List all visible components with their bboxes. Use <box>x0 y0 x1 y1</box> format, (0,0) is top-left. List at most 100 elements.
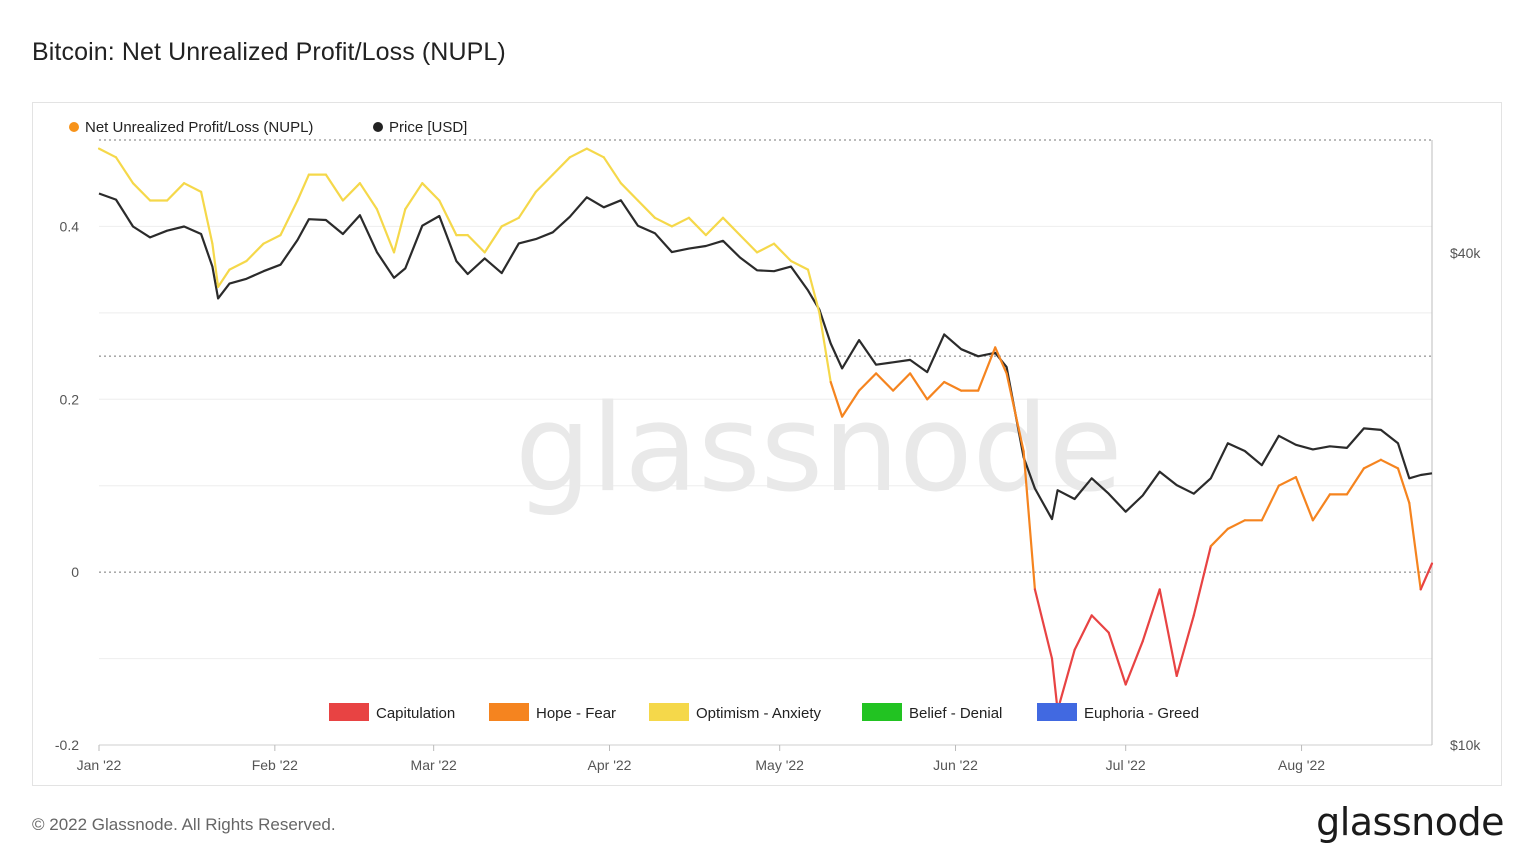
nupl-series-segment <box>483 225 503 254</box>
zone-legend-label: Euphoria - Greed <box>1084 705 1199 722</box>
legend-layer: Net Unrealized Profit/Loss (NUPL) Price [… <box>69 119 1199 722</box>
nupl-series-segment <box>1408 501 1422 591</box>
nupl-series-segment <box>874 372 895 392</box>
nupl-series-segment <box>517 190 537 219</box>
glassnode-logo: glassnode <box>1316 800 1504 844</box>
legend-dot <box>69 122 79 132</box>
nupl-series-segment <box>687 216 708 237</box>
nupl-series-segment <box>568 147 588 159</box>
x-tick-label: Jan '22 <box>77 757 122 773</box>
zone-legend-swatch <box>649 703 689 721</box>
y-right-tick-label: $40k <box>1450 245 1481 261</box>
nupl-series-segment <box>1260 484 1280 522</box>
nupl-series-segment <box>404 182 424 211</box>
nupl-series-segment <box>1005 372 1025 453</box>
nupl-series-segment <box>217 268 231 288</box>
nupl-series-segment <box>279 199 299 237</box>
zone-legend-label: Belief - Denial <box>909 705 1002 722</box>
nupl-series-segment <box>1362 458 1383 470</box>
nupl-series-segment <box>891 372 912 392</box>
x-tick-label: Aug '22 <box>1278 757 1325 773</box>
nupl-series-segment <box>324 173 344 202</box>
nupl-series-segment <box>818 311 832 384</box>
nupl-series-segment <box>1396 467 1411 505</box>
x-tick-label: Feb '22 <box>252 757 298 773</box>
chart-watermark: glassnode <box>515 380 1123 519</box>
nupl-series-segment <box>114 156 135 185</box>
nupl-series-segment <box>1226 519 1246 531</box>
nupl-series-segment <box>653 216 674 228</box>
nupl-series-segment <box>228 259 248 271</box>
nupl-series-segment <box>1209 527 1229 548</box>
nupl-series-segment <box>466 234 486 254</box>
nupl-series-segment <box>670 216 691 228</box>
zone-legend-swatch <box>862 703 902 721</box>
nupl-series-segment <box>262 234 282 245</box>
y-left-tick-label: 0.2 <box>60 391 80 407</box>
nupl-series-segment <box>392 208 407 254</box>
nupl-series-segment <box>1050 657 1059 712</box>
nupl-series-segment <box>421 182 441 202</box>
nupl-series-segment <box>789 259 810 271</box>
nupl-series-segment <box>1141 588 1161 643</box>
copyright-footer: © 2022 Glassnode. All Rights Reserved. <box>32 815 336 834</box>
price-series-line <box>98 192 1433 521</box>
nupl-series-segment <box>908 372 929 401</box>
axis-layer: Jan '22 Feb '22 Mar '22 Apr '22 May '22 Jun '… <box>55 140 1481 773</box>
nupl-series-segment <box>1090 614 1110 634</box>
page-title: Bitcoin: Net Unrealized Profit/Loss (NUP… <box>32 38 506 66</box>
nupl-series-segment <box>200 190 214 245</box>
nupl-series-segment <box>943 380 963 392</box>
nupl-series-segment <box>1419 562 1434 591</box>
legend-label: Price [USD] <box>389 119 467 136</box>
x-tick-label: Apr '22 <box>588 757 632 773</box>
y-right-tick-label: $10k <box>1450 737 1481 753</box>
nupl-series-segment <box>829 380 844 418</box>
zone-legend-swatch <box>329 703 369 721</box>
nupl-series-segment <box>1033 588 1054 660</box>
legend-dot <box>373 122 383 132</box>
grid-layer <box>99 139 1432 660</box>
nupl-series-segment <box>755 242 776 254</box>
nupl-series-segment <box>534 173 554 193</box>
nupl-series-segment <box>500 216 520 228</box>
nupl-series-segment <box>857 372 878 392</box>
nupl-series-segment <box>183 182 203 193</box>
series-layer <box>97 147 1434 712</box>
nupl-series-segment <box>704 216 725 237</box>
zone-legend-swatch <box>489 703 529 721</box>
x-tick-label: Mar '22 <box>411 757 457 773</box>
nupl-series-segment <box>1345 467 1366 496</box>
nupl-series-segment <box>341 182 361 202</box>
nupl-series-segment <box>1379 458 1400 470</box>
zone-legend-label: Optimism - Anxiety <box>696 705 822 722</box>
nupl-series-segment <box>1124 640 1144 686</box>
nupl-series-segment <box>245 242 265 263</box>
nupl-series-segment <box>438 199 458 237</box>
nupl-series-segment <box>1277 476 1298 487</box>
nupl-series-segment <box>602 156 623 185</box>
nupl-series-segment <box>977 346 997 392</box>
nupl-series-segment <box>211 242 220 288</box>
nupl-series-segment <box>585 147 605 159</box>
nupl-series-segment <box>1056 648 1076 712</box>
nupl-series-segment <box>1311 493 1332 522</box>
nupl-series-segment <box>738 234 759 254</box>
nupl-series-segment <box>994 346 1008 375</box>
x-tick-label: Jun '22 <box>933 757 978 773</box>
nupl-series-segment <box>1107 631 1127 686</box>
nupl-series-segment <box>1294 476 1315 522</box>
nupl-series-segment <box>926 380 946 401</box>
y-left-tick-label: -0.2 <box>55 737 79 753</box>
nupl-series-segment <box>131 182 152 202</box>
zone-legend-label: Capitulation <box>376 705 455 722</box>
nupl-series-segment <box>1022 450 1037 591</box>
nupl-series-segment <box>1175 614 1195 678</box>
y-left-tick-label: 0.4 <box>60 218 80 234</box>
nupl-series-segment <box>358 182 378 211</box>
nupl-series-segment <box>721 216 742 237</box>
nupl-series-segment <box>97 147 118 159</box>
nupl-series-segment <box>296 173 310 202</box>
nupl-series-segment <box>551 156 571 176</box>
